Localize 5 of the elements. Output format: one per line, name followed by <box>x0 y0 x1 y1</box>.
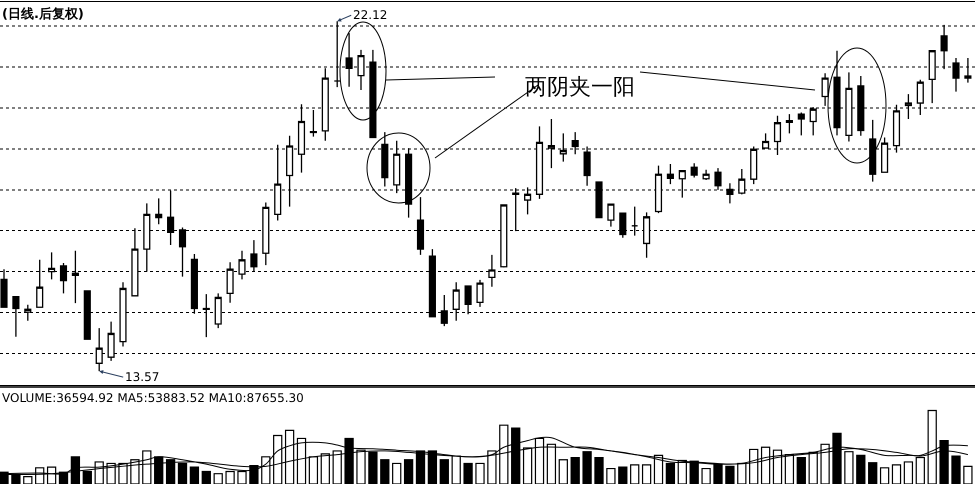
chart-title: (日线.后复权) <box>2 6 84 22</box>
chart-title: VOLUME:36594.92 MA5:53883.52 MA10:87655.30 <box>2 391 304 405</box>
annotation: 22.12 <box>353 8 388 22</box>
annotation: 13.57 <box>125 370 160 384</box>
annotation: 两阴夹一阳 <box>525 75 635 100</box>
